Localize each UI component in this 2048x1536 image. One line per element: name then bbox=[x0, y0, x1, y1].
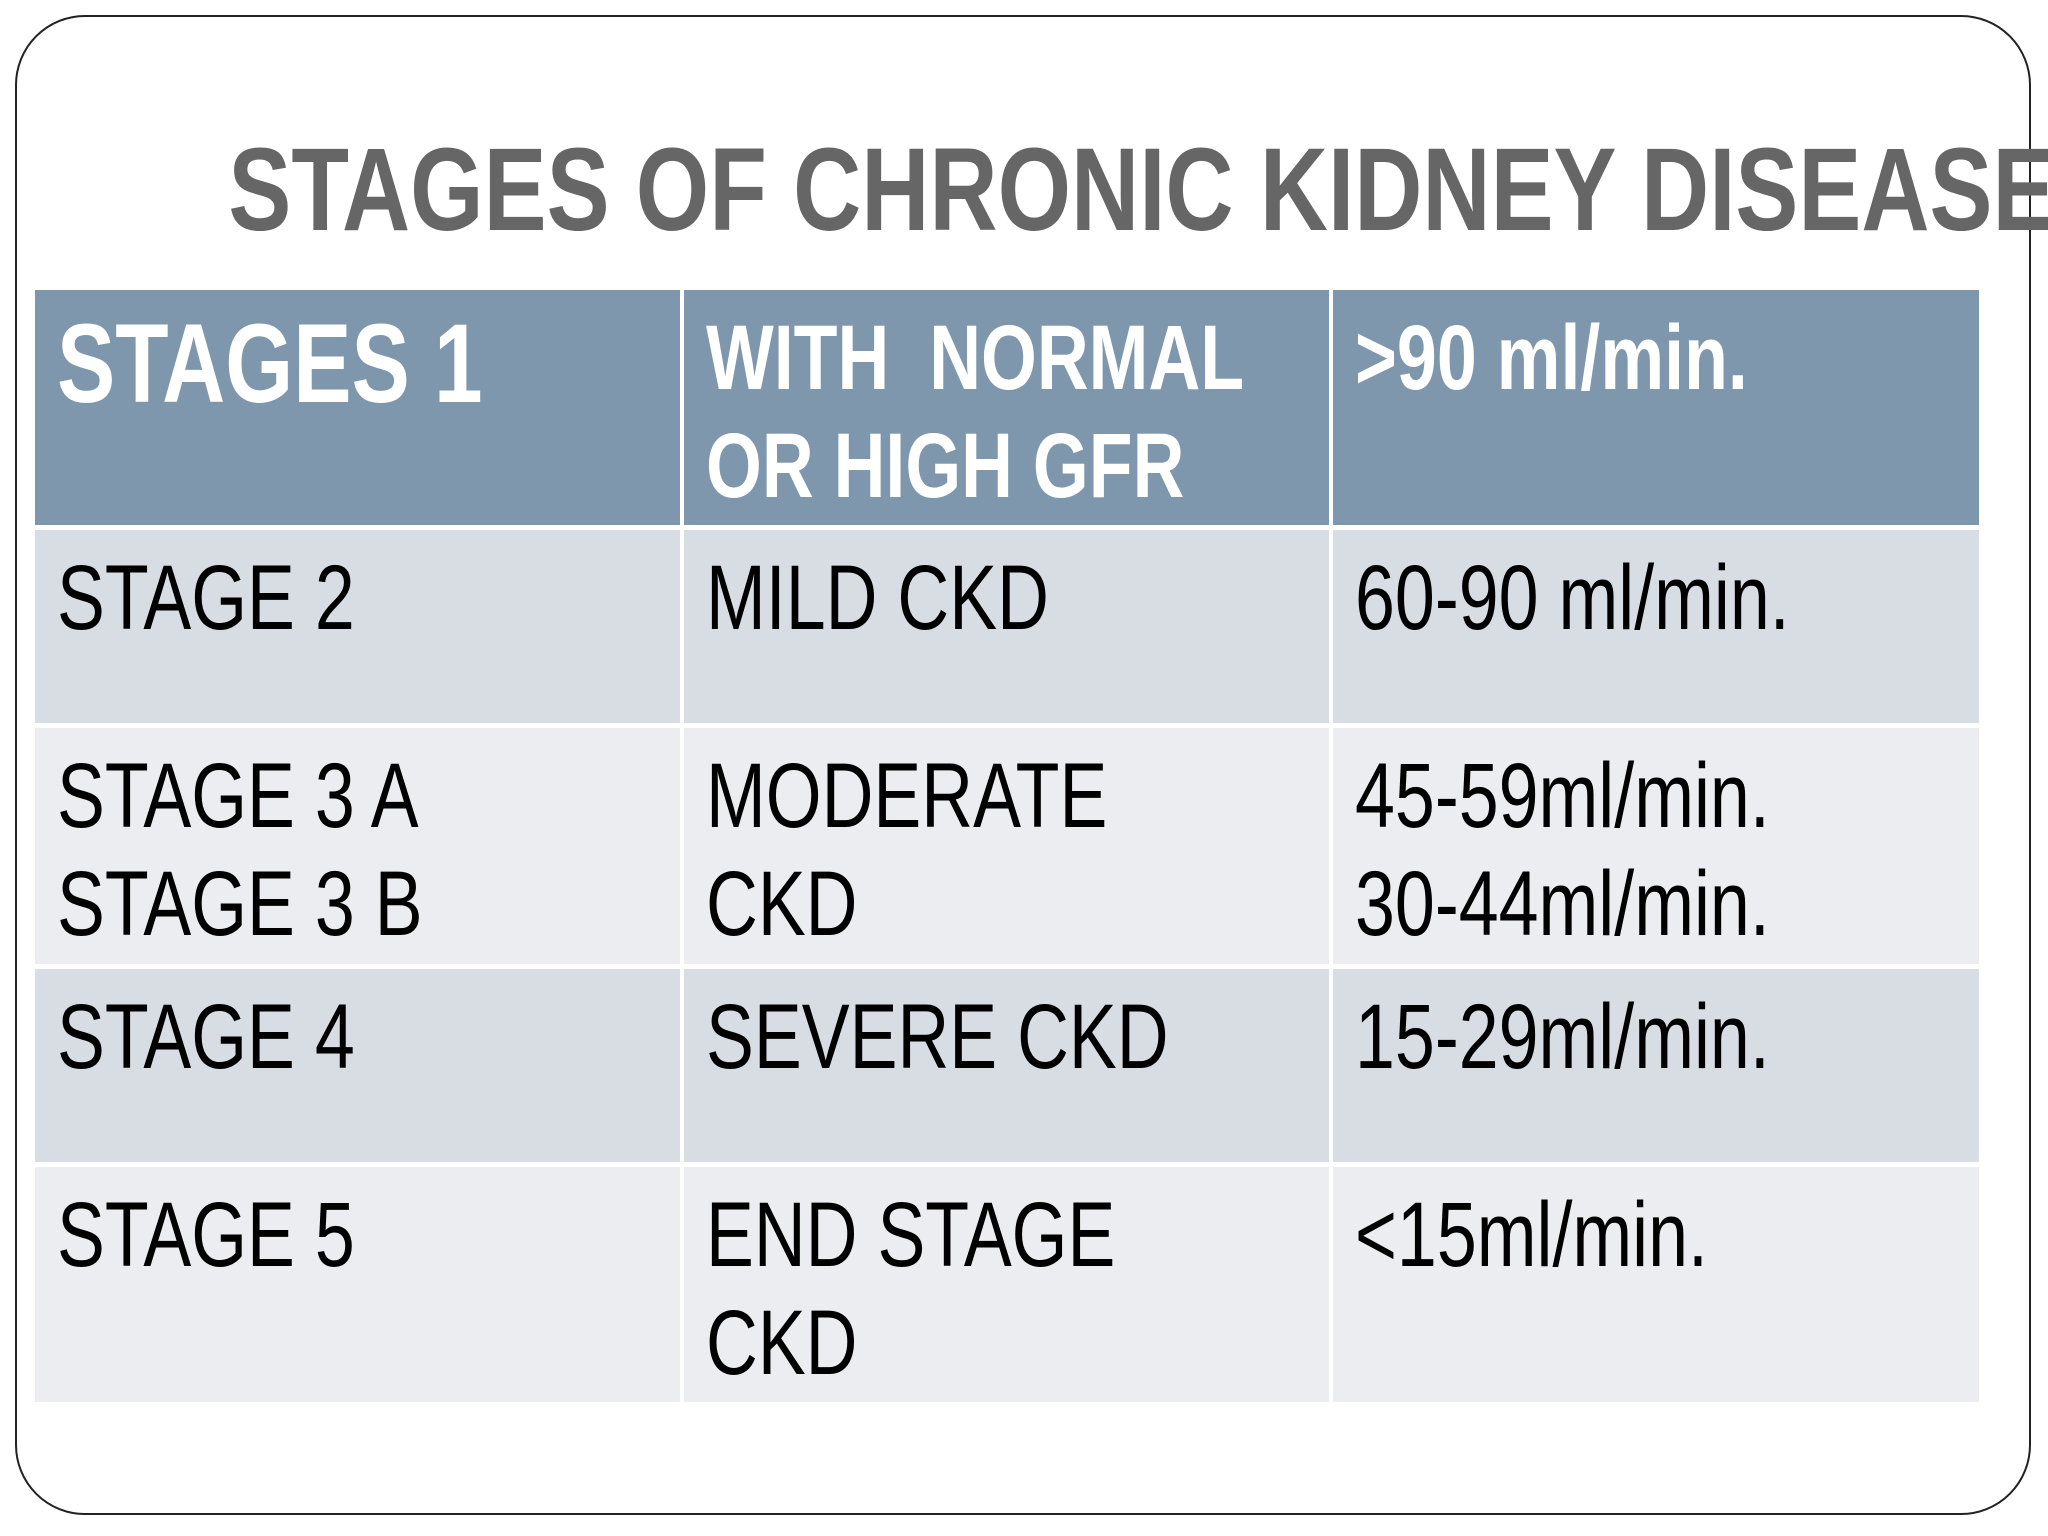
description-cell: SEVERE CKD bbox=[684, 969, 1329, 1162]
slide-title: STAGES OF CHRONIC KIDNEY DISEASE bbox=[228, 124, 2048, 256]
gfr-cell: >90 ml/min. bbox=[1333, 290, 1979, 525]
description-cell: WITH NORMAL OR HIGH GFR bbox=[684, 290, 1329, 525]
ckd-stages-table: STAGES 1 WITH NORMAL OR HIGH GFR >90 ml/m… bbox=[35, 290, 1979, 1407]
gfr-cell: 45-59ml/min. 30-44ml/min. bbox=[1333, 728, 1979, 964]
description-cell: END STAGE CKD bbox=[684, 1167, 1329, 1402]
stage-cell: STAGE 2 bbox=[35, 530, 680, 723]
table-row: STAGE 2 MILD CKD 60-90 ml/min. bbox=[35, 530, 1979, 723]
gfr-cell: 60-90 ml/min. bbox=[1333, 530, 1979, 723]
stage-cell: STAGE 5 bbox=[35, 1167, 680, 1402]
description-cell: MODERATE CKD bbox=[684, 728, 1329, 964]
stage-cell: STAGE 3 A STAGE 3 B bbox=[35, 728, 680, 964]
table-row: STAGE 3 A STAGE 3 B MODERATE CKD 45-59ml/m… bbox=[35, 728, 1979, 964]
stage-cell: STAGES 1 bbox=[35, 290, 680, 525]
table-row: STAGE 5 END STAGE CKD <15ml/min. bbox=[35, 1167, 1979, 1402]
gfr-cell: 15-29ml/min. bbox=[1333, 969, 1979, 1162]
table-row: STAGES 1 WITH NORMAL OR HIGH GFR >90 ml/m… bbox=[35, 290, 1979, 525]
stage-cell: STAGE 4 bbox=[35, 969, 680, 1162]
description-cell: MILD CKD bbox=[684, 530, 1329, 723]
gfr-cell: <15ml/min. bbox=[1333, 1167, 1979, 1402]
table-row: STAGE 4 SEVERE CKD 15-29ml/min. bbox=[35, 969, 1979, 1162]
